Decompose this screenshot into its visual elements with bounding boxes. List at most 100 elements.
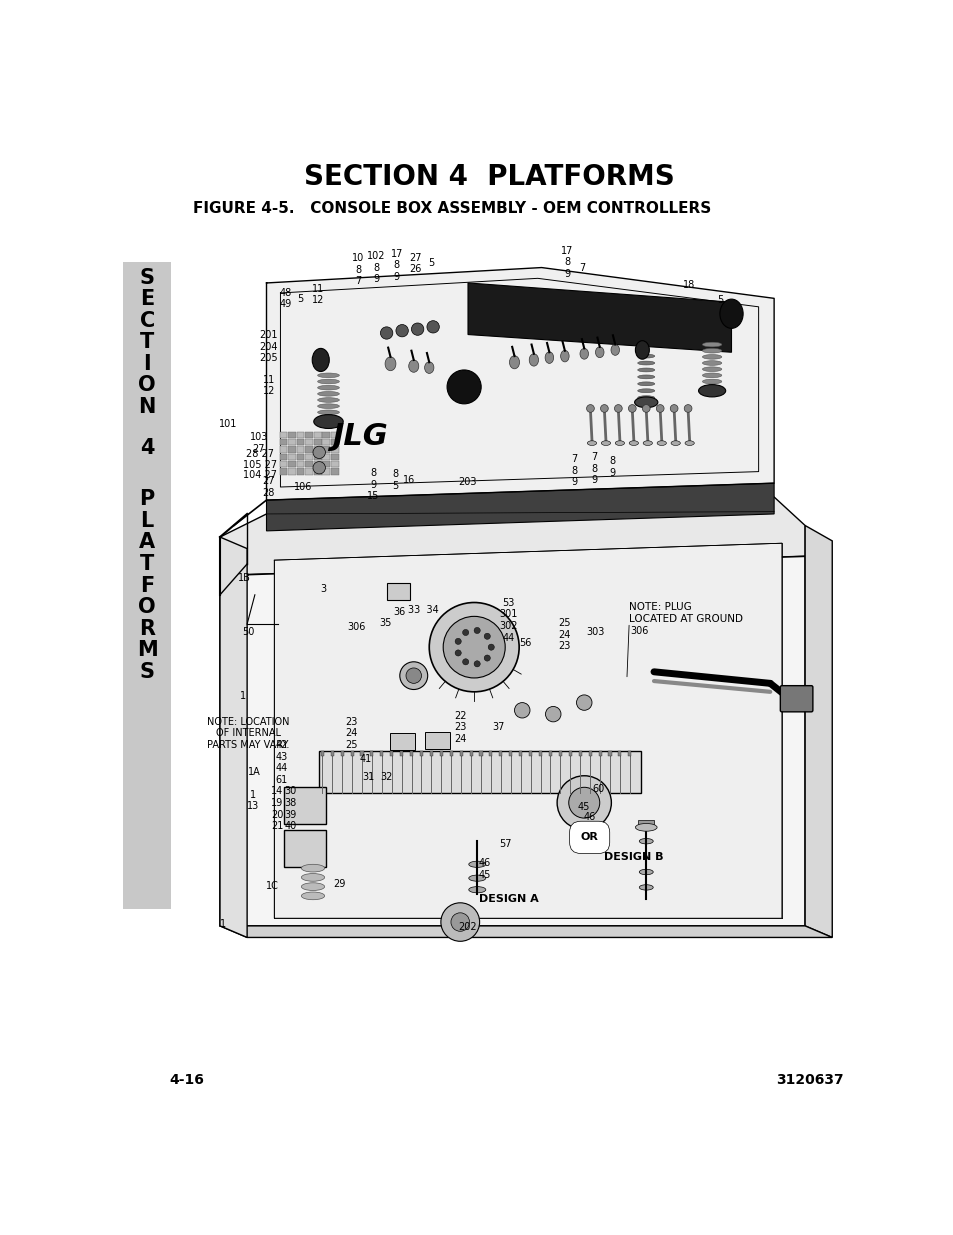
Bar bbox=[314, 453, 321, 461]
Ellipse shape bbox=[468, 887, 485, 893]
Text: 306: 306 bbox=[629, 626, 648, 636]
Bar bbox=[578, 751, 581, 756]
Bar bbox=[390, 751, 393, 756]
Bar bbox=[296, 431, 304, 438]
Bar bbox=[331, 438, 338, 446]
Bar bbox=[296, 468, 304, 474]
Bar bbox=[459, 751, 462, 756]
Ellipse shape bbox=[468, 861, 485, 867]
Text: 5: 5 bbox=[428, 258, 435, 268]
Ellipse shape bbox=[701, 367, 721, 372]
Text: 30
38
39
40: 30 38 39 40 bbox=[284, 787, 296, 831]
Circle shape bbox=[568, 787, 599, 818]
Circle shape bbox=[313, 462, 325, 474]
Bar bbox=[314, 438, 321, 446]
Bar bbox=[386, 583, 410, 600]
Ellipse shape bbox=[657, 441, 666, 446]
Text: T: T bbox=[140, 555, 154, 574]
Bar bbox=[279, 446, 287, 453]
Text: 57: 57 bbox=[498, 840, 511, 850]
Circle shape bbox=[488, 645, 494, 651]
FancyBboxPatch shape bbox=[780, 685, 812, 711]
Text: S: S bbox=[139, 268, 154, 288]
Bar bbox=[305, 461, 313, 467]
Bar bbox=[296, 446, 304, 453]
Text: 303: 303 bbox=[586, 626, 604, 637]
Circle shape bbox=[380, 327, 393, 340]
Text: 7: 7 bbox=[578, 263, 584, 273]
Bar bbox=[410, 751, 413, 756]
Ellipse shape bbox=[639, 884, 653, 890]
Bar bbox=[509, 751, 512, 756]
Bar bbox=[498, 751, 502, 756]
Text: 7
8
9: 7 8 9 bbox=[591, 452, 597, 485]
Ellipse shape bbox=[560, 351, 569, 362]
Text: 104 27: 104 27 bbox=[243, 471, 277, 480]
Text: L: L bbox=[140, 511, 153, 531]
Text: 49: 49 bbox=[279, 299, 292, 309]
Bar bbox=[288, 446, 295, 453]
Bar bbox=[568, 751, 571, 756]
Text: M: M bbox=[136, 640, 157, 661]
Text: 201
204
205: 201 204 205 bbox=[259, 330, 278, 363]
Text: S: S bbox=[139, 662, 154, 682]
Bar bbox=[380, 751, 383, 756]
Ellipse shape bbox=[317, 379, 339, 384]
Text: 37: 37 bbox=[493, 722, 505, 732]
Circle shape bbox=[514, 703, 530, 718]
Bar bbox=[279, 431, 287, 438]
Text: 4-16: 4-16 bbox=[170, 1073, 204, 1087]
Text: 22
23
24: 22 23 24 bbox=[454, 710, 466, 743]
Bar bbox=[489, 751, 492, 756]
Bar bbox=[305, 438, 313, 446]
Text: T: T bbox=[140, 332, 154, 352]
Circle shape bbox=[576, 695, 592, 710]
Bar bbox=[529, 751, 532, 756]
Text: 1: 1 bbox=[220, 919, 226, 930]
Bar bbox=[322, 438, 330, 446]
Text: FIGURE 4-5.   CONSOLE BOX ASSEMBLY - OEM CONTROLLERS: FIGURE 4-5. CONSOLE BOX ASSEMBLY - OEM C… bbox=[193, 201, 710, 216]
Ellipse shape bbox=[670, 441, 679, 446]
Ellipse shape bbox=[408, 359, 418, 372]
Text: 46: 46 bbox=[583, 811, 596, 821]
Bar bbox=[628, 751, 631, 756]
Text: 202: 202 bbox=[458, 923, 476, 932]
Ellipse shape bbox=[701, 342, 721, 347]
Text: 18: 18 bbox=[682, 280, 695, 290]
Ellipse shape bbox=[701, 379, 721, 384]
Text: 31: 31 bbox=[362, 772, 375, 782]
Bar bbox=[319, 751, 640, 793]
Text: 56: 56 bbox=[518, 638, 531, 648]
Circle shape bbox=[406, 668, 421, 683]
Polygon shape bbox=[274, 543, 781, 918]
Bar bbox=[638, 820, 654, 827]
Circle shape bbox=[545, 706, 560, 721]
Polygon shape bbox=[220, 537, 247, 937]
Text: DESIGN A: DESIGN A bbox=[478, 894, 538, 904]
Circle shape bbox=[443, 616, 505, 678]
Text: 42
43
44
61: 42 43 44 61 bbox=[275, 740, 288, 785]
Bar bbox=[288, 461, 295, 467]
Ellipse shape bbox=[720, 299, 742, 329]
Bar bbox=[279, 468, 287, 474]
Bar bbox=[469, 751, 472, 756]
Text: 103
27: 103 27 bbox=[250, 432, 268, 454]
Ellipse shape bbox=[637, 382, 654, 385]
Ellipse shape bbox=[701, 348, 721, 353]
Bar bbox=[279, 438, 287, 446]
Text: 3: 3 bbox=[319, 584, 326, 594]
Bar bbox=[430, 751, 433, 756]
Text: 32: 32 bbox=[380, 772, 393, 782]
Bar bbox=[360, 751, 363, 756]
Text: 8
5: 8 5 bbox=[392, 469, 397, 490]
Ellipse shape bbox=[701, 354, 721, 359]
Text: 5: 5 bbox=[296, 294, 303, 304]
Text: OR: OR bbox=[580, 832, 598, 842]
Bar bbox=[548, 751, 552, 756]
Ellipse shape bbox=[301, 864, 324, 872]
Text: 8
9
15: 8 9 15 bbox=[367, 468, 379, 501]
Circle shape bbox=[484, 655, 490, 661]
Bar bbox=[314, 446, 321, 453]
Text: 27
26: 27 26 bbox=[409, 253, 421, 274]
Text: 41: 41 bbox=[359, 753, 372, 763]
